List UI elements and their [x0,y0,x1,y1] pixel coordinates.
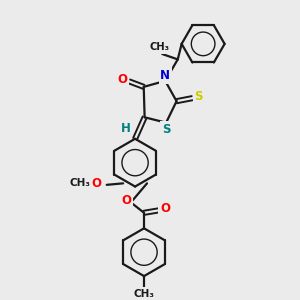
Text: H: H [121,122,130,135]
Text: O: O [160,202,170,215]
Text: O: O [91,177,101,190]
Text: S: S [194,90,203,103]
Text: S: S [162,123,170,136]
Text: O: O [122,194,132,207]
Text: CH₃: CH₃ [69,178,90,188]
Text: CH₃: CH₃ [150,43,170,52]
Text: O: O [118,73,128,85]
Text: N: N [160,69,170,82]
Text: CH₃: CH₃ [134,289,154,299]
